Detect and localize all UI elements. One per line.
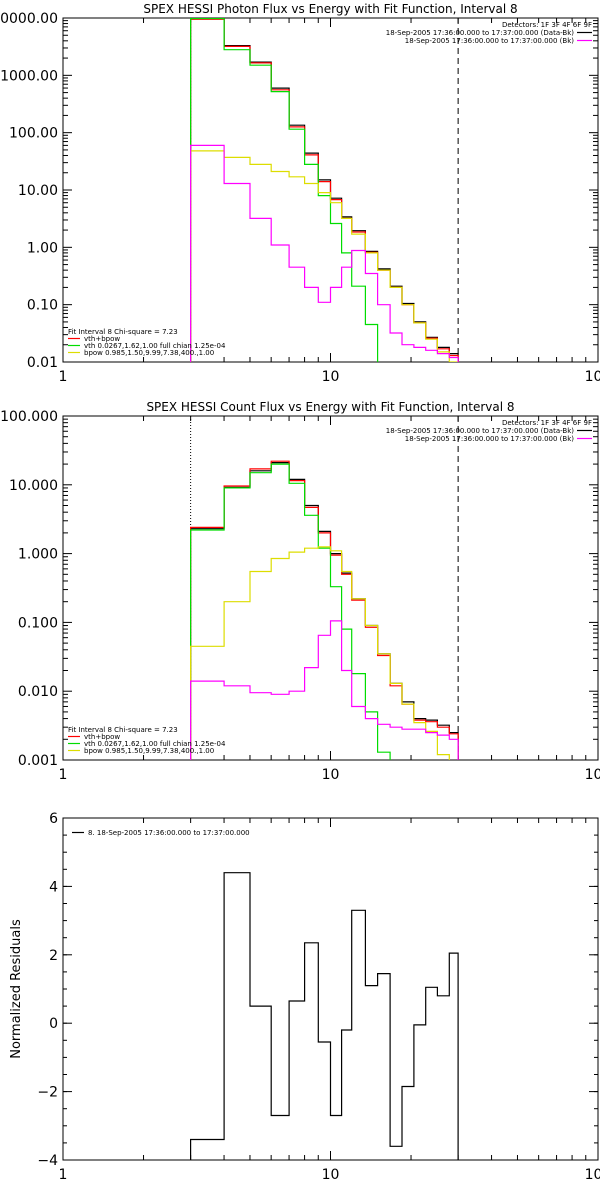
x-tick-label: 100 [585, 1167, 600, 1183]
x-axis: 1 10 100 [59, 18, 600, 385]
series-residuals-line [190, 872, 459, 1160]
series-bpow-line [190, 150, 459, 362]
y-tick-label: 6 [49, 811, 58, 827]
y-tick-label: 10.00 [18, 183, 58, 199]
legend-entry-label: bpow 0.985,1.50,9.99,7.38,400.,1.00 [84, 349, 214, 357]
y-tick-label: 100.00 [9, 126, 58, 142]
legend: Fit Interval 8 Chi-square = 7.23vth+bpow… [68, 328, 226, 357]
legend-entry-label: 8. 18-Sep-2005 17:36:00.000 to 17:37:00.… [88, 829, 250, 837]
y-tick-label: 0.01 [27, 355, 58, 371]
header-entry-label: 18-Sep-2005 17:36:00.000 to 17:37:00.000… [405, 37, 575, 45]
y-tick-label: 100.000 [0, 409, 58, 425]
legend-title: Fit Interval 8 Chi-square = 7.23 [68, 328, 178, 336]
header-entry-label: 18-Sep-2005 17:36:00.000 to 17:37:00.000… [386, 427, 575, 435]
x-axis: 1 10 100 [59, 416, 600, 783]
y-tick-label: 0.001 [18, 753, 58, 769]
series-total-line [190, 18, 459, 362]
x-tick-label: 10 [322, 1167, 340, 1183]
y-tick-label: −4 [37, 1153, 58, 1169]
chart-panel-2: SPEX HESSI Count Flux vs Energy with Fit… [0, 400, 600, 783]
legend-title: Fit Interval 8 Chi-square = 7.23 [68, 726, 178, 734]
x-tick-label: 100 [585, 767, 600, 783]
legend-entry-label: vth+bpow [84, 335, 120, 343]
header-entry-label: 18-Sep-2005 17:36:00.000 to 17:37:00.000… [386, 29, 575, 37]
legend-entry-label: vth+bpow [84, 733, 120, 741]
series-bk-line [190, 620, 459, 760]
chart-panel-1: SPEX HESSI Photon Flux vs Energy with Fi… [0, 2, 600, 385]
series-bk-line [190, 144, 459, 362]
y-tick-label: 10.000 [9, 478, 58, 494]
y-axis-label: Normalized Residuals [9, 919, 24, 1059]
chart-panel-3: 1 10 100 −4 −2 0 2 4 6 Normalized Residuals 8. 18-… [9, 811, 600, 1183]
series-data-line [190, 462, 459, 760]
legend: Fit Interval 8 Chi-square = 7.23vth+bpow… [68, 726, 226, 755]
series-vth-line [190, 18, 379, 362]
y-tick-label: −2 [37, 1085, 58, 1101]
detectors-label: Detectors: 1F 3F 4F 6F 9F [502, 21, 592, 29]
detectors-label: Detectors: 1F 3F 4F 6F 9F [502, 419, 592, 427]
series-vth-line [190, 463, 391, 760]
y-tick-label: 0.010 [18, 684, 58, 700]
y-tick-label: 0 [49, 1016, 58, 1032]
legend: 8. 18-Sep-2005 17:36:00.000 to 17:37:00.… [72, 829, 250, 837]
header-entry-label: 18-Sep-2005 17:36:00.000 to 17:37:00.000… [405, 435, 575, 443]
plot-frame [62, 415, 599, 761]
x-tick-label: 1 [59, 1167, 68, 1183]
legend-entry-label: vth 0.0267,1.62,1.00 full chian 1.25e-04 [84, 740, 226, 748]
x-tick-label: 10 [322, 369, 340, 385]
y-tick-label: 4 [49, 879, 58, 895]
x-tick-label: 10 [322, 767, 340, 783]
y-tick-label: 1000.00 [0, 68, 58, 84]
legend-entry-label: vth 0.0267,1.62,1.00 full chian 1.25e-04 [84, 342, 226, 350]
y-axis: −4 −2 0 2 4 6 [37, 811, 598, 1169]
y-tick-label: 0.10 [27, 298, 58, 314]
y-tick-label: 2 [49, 948, 58, 964]
chart-title: SPEX HESSI Photon Flux vs Energy with Fi… [143, 2, 517, 16]
x-tick-label: 1 [59, 369, 68, 385]
series-data-line [190, 18, 459, 362]
y-tick-label: 1.00 [27, 240, 58, 256]
y-axis: 100.000 10.000 1.000 0.100 0.010 0.001 [0, 409, 598, 769]
x-axis: 1 10 100 [59, 818, 600, 1183]
chart-title: SPEX HESSI Count Flux vs Energy with Fit… [146, 400, 514, 414]
x-tick-label: 100 [585, 369, 600, 385]
legend-entry-label: bpow 0.985,1.50,9.99,7.38,400.,1.00 [84, 747, 214, 755]
y-tick-label: 0.100 [18, 615, 58, 631]
y-tick-label: 1.000 [18, 547, 58, 563]
x-tick-label: 1 [59, 767, 68, 783]
